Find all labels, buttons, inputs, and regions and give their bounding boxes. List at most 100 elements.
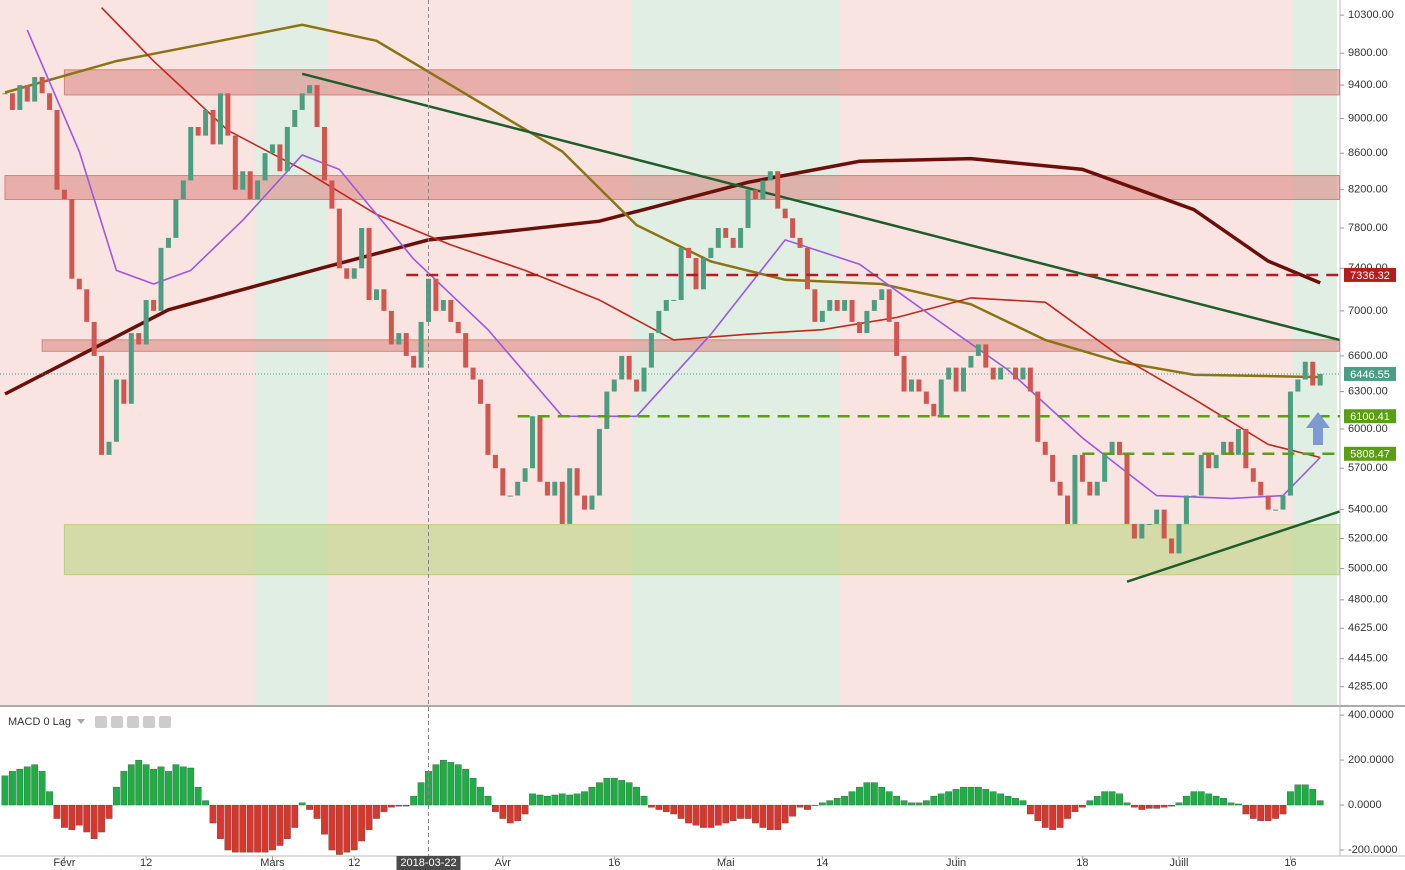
toolbar-button[interactable] <box>159 716 171 728</box>
candle <box>485 403 491 455</box>
candle <box>782 208 788 219</box>
candle <box>790 218 796 238</box>
candle <box>321 126 327 181</box>
macd-bar <box>1093 795 1101 806</box>
macd-bar <box>402 804 410 807</box>
candle <box>604 391 610 429</box>
candle <box>255 180 261 200</box>
macd-bar <box>1056 804 1064 828</box>
macd-bar <box>826 800 834 806</box>
candle <box>225 93 231 136</box>
macd-bar <box>1279 804 1287 815</box>
macd-bar <box>172 764 180 806</box>
candle <box>314 85 320 127</box>
candle <box>1027 367 1033 392</box>
macd-bar <box>373 804 380 819</box>
candle <box>559 481 565 524</box>
candle <box>849 300 855 322</box>
macd-bar <box>833 798 841 806</box>
macd-bar <box>1145 804 1153 809</box>
macd-bar <box>982 789 990 806</box>
candle <box>634 379 640 392</box>
candle <box>1213 454 1219 469</box>
candle <box>463 333 469 368</box>
x-tick-label: Juill <box>1170 857 1189 869</box>
macd-bar <box>209 804 217 824</box>
macd-bar <box>350 804 358 851</box>
candle <box>507 495 513 497</box>
toolbar-button[interactable] <box>111 716 123 728</box>
dropdown-icon[interactable] <box>77 719 85 724</box>
candle <box>767 171 773 181</box>
candle <box>693 258 699 290</box>
macd-bar <box>1160 804 1168 808</box>
x-tick-label: Juin <box>946 857 966 869</box>
trend-line <box>1126 510 1340 583</box>
macd-bar <box>759 804 767 828</box>
candle <box>1258 481 1264 496</box>
x-tick-label: 16 <box>1284 857 1296 869</box>
macd-bar <box>105 804 113 819</box>
macd-bar <box>566 794 574 806</box>
candle <box>842 300 848 311</box>
y-tick-label: 200.0000 <box>1348 754 1394 766</box>
candle <box>351 268 357 279</box>
candle <box>671 300 677 302</box>
macd-bar <box>113 786 120 806</box>
macd-bar <box>1197 791 1205 806</box>
candle <box>619 355 625 380</box>
candle <box>1131 523 1137 539</box>
candle <box>24 85 30 102</box>
macd-bar <box>261 804 269 853</box>
macd-bar <box>1257 804 1265 821</box>
macd-bar <box>1264 804 1272 821</box>
macd-bar <box>521 804 529 815</box>
toolbar-button[interactable] <box>95 716 107 728</box>
y-tick-label: 5000.00 <box>1348 562 1388 574</box>
candle <box>708 247 714 259</box>
candle <box>1079 454 1085 482</box>
candle <box>1183 495 1189 524</box>
macd-bar <box>98 804 105 833</box>
macd-bar <box>588 786 596 806</box>
y-tick-label: 5200.00 <box>1348 532 1388 544</box>
macd-bar <box>343 804 351 853</box>
toolbar-button[interactable] <box>127 716 139 728</box>
band <box>840 0 1293 705</box>
x-tick-label: 2018-03-22 <box>400 857 456 869</box>
candle <box>262 153 268 181</box>
macd-bar <box>1131 804 1138 808</box>
toolbar-button[interactable] <box>143 716 155 728</box>
candle <box>411 355 417 368</box>
candle <box>500 468 506 496</box>
y-tick-label: 4285.00 <box>1348 681 1388 693</box>
level-label-bg <box>1344 446 1396 461</box>
candle <box>1050 454 1056 482</box>
x-tick-label: Févr <box>53 857 75 869</box>
band <box>632 0 840 705</box>
candle <box>136 333 142 345</box>
macd-bar <box>298 802 306 806</box>
candle <box>381 289 387 311</box>
macd-bar <box>291 804 299 828</box>
macd-bar <box>1309 789 1317 806</box>
macd-bar <box>1212 795 1220 806</box>
x-tick-label: Avr <box>495 857 512 869</box>
macd-bar <box>417 782 425 806</box>
candle <box>537 416 543 482</box>
candle <box>567 468 573 524</box>
candle <box>47 93 53 110</box>
y-tick-label: 7000.00 <box>1348 305 1388 317</box>
macd-bar <box>1190 791 1198 806</box>
macd-bar <box>811 804 819 806</box>
candle <box>1295 379 1301 392</box>
candle <box>478 379 484 404</box>
moving-average <box>4 156 1321 396</box>
macd-bar <box>46 791 53 806</box>
macd-bar <box>1019 800 1027 806</box>
y-tick-label: 4800.00 <box>1348 594 1388 606</box>
y-tick-label: -200.0000 <box>1348 844 1398 856</box>
macd-bar <box>23 766 31 806</box>
candle <box>908 379 914 392</box>
